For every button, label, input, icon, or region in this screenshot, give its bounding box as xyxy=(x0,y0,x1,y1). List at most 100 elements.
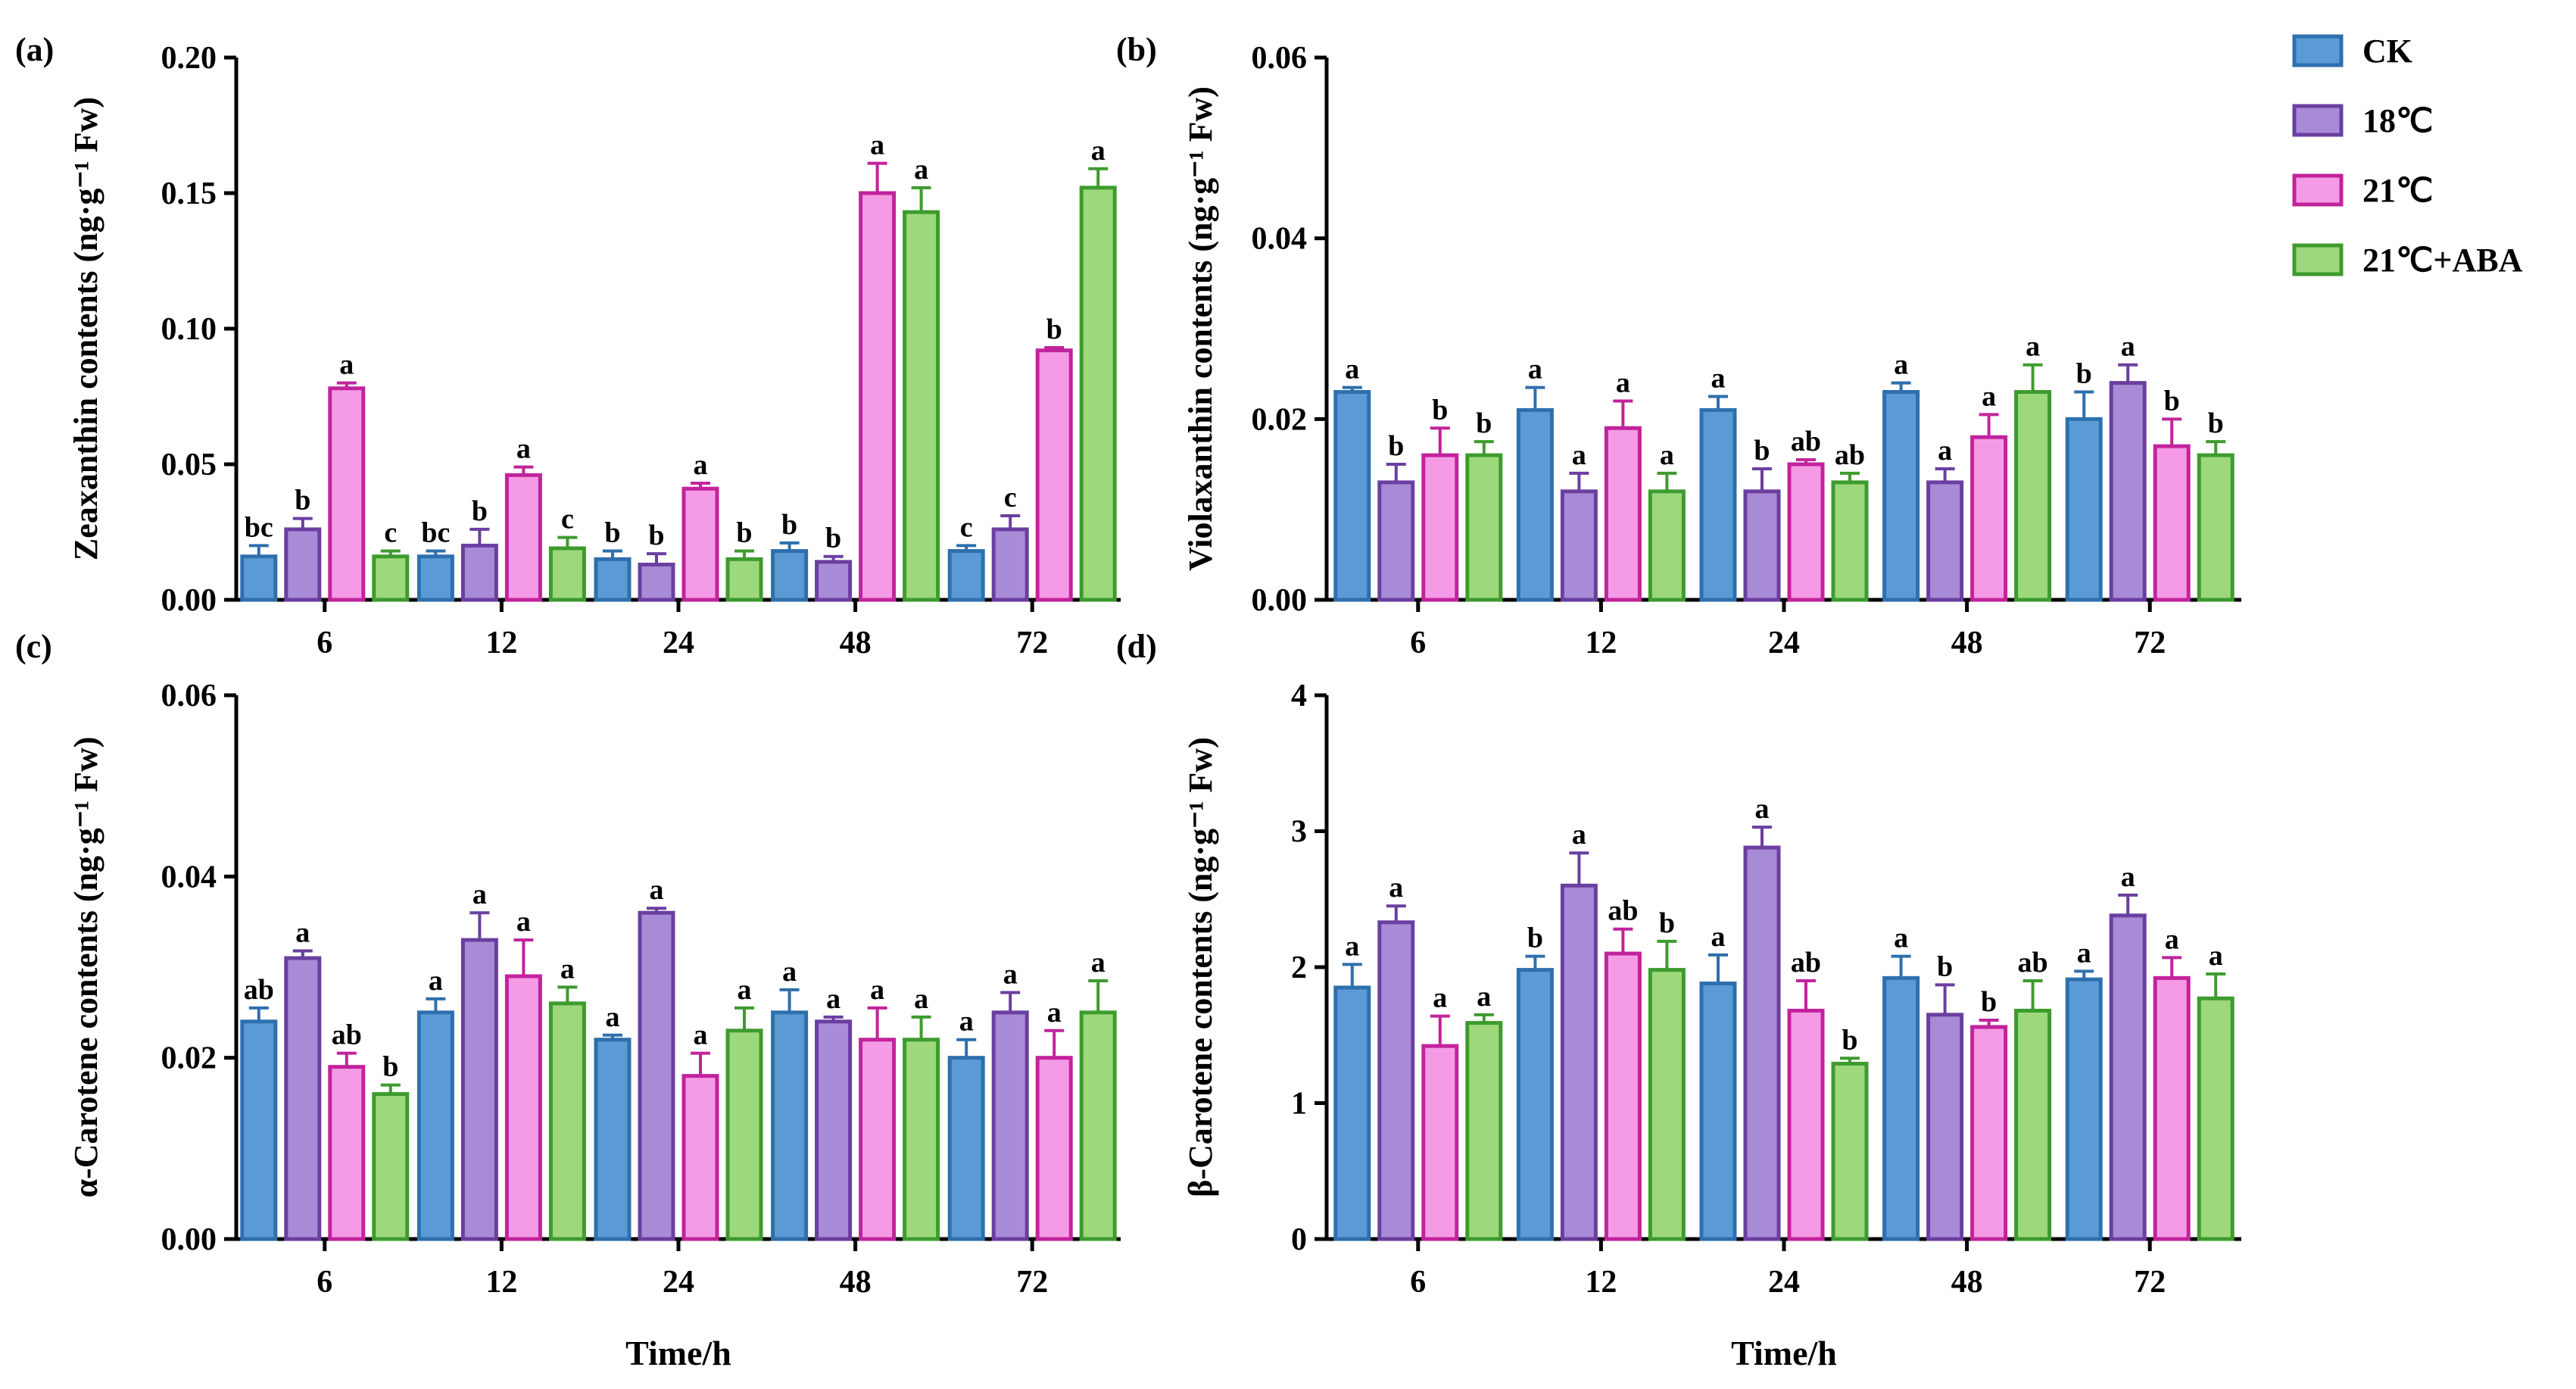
bar-21℃+ABA xyxy=(1465,453,1503,602)
bar-18℃ xyxy=(2109,381,2147,602)
y-axis-label: Zeaxanthin contents (ng·g⁻¹ Fw) xyxy=(67,97,104,560)
legend-item: 21℃+ABA xyxy=(2292,242,2523,279)
significance-letter: a xyxy=(826,983,840,1015)
bar-18℃ xyxy=(2109,913,2147,1241)
bar-21℃+ABA xyxy=(1465,1021,1503,1241)
significance-letter: a xyxy=(429,965,443,997)
x-tick-label: 6 xyxy=(317,626,332,660)
bar-21℃ xyxy=(1970,1025,2008,1241)
bar-CK xyxy=(1333,985,1371,1241)
bar-21℃ xyxy=(859,191,897,602)
x-tick-label: 24 xyxy=(663,1265,694,1300)
bar-21℃ xyxy=(1035,348,1073,602)
bar-21℃+ABA xyxy=(372,1092,410,1241)
panel-label: (b) xyxy=(1116,31,1157,68)
bar-21℃ xyxy=(1970,435,2008,602)
x-tick-label: 6 xyxy=(317,1265,332,1300)
significance-letter: b xyxy=(1476,407,1492,439)
chart-panel-a: (a) 0.00 0.05 0.10 0.15 0.20 Zeaxanthin conten… xyxy=(15,31,1121,660)
bar-18℃ xyxy=(1560,489,1598,602)
bar-21℃ xyxy=(859,1038,897,1241)
y-axis-label: α-Carotene contents (ng·g⁻¹ Fw) xyxy=(67,737,104,1198)
bar-CK xyxy=(594,557,632,602)
significance-letter: a xyxy=(1894,922,1908,954)
bar-21℃+ABA xyxy=(2197,996,2235,1241)
bar-CK xyxy=(1333,390,1371,602)
significance-letter: a xyxy=(2165,923,2179,955)
legend-item: 18℃ xyxy=(2292,102,2433,139)
bar-CK xyxy=(1699,982,1737,1241)
bar-18℃ xyxy=(1377,480,1415,602)
bar-21℃ xyxy=(1787,1008,1825,1241)
x-tick-label: 6 xyxy=(1410,626,1426,660)
significance-letter: a xyxy=(1091,947,1106,979)
significance-letter: ab xyxy=(1791,947,1821,979)
legend-swatch xyxy=(2292,104,2344,137)
y-tick-label: 4 xyxy=(1291,679,1307,713)
bar-21℃+ABA xyxy=(372,554,410,602)
bar-18℃ xyxy=(991,527,1029,602)
legend-label: 21℃ xyxy=(2362,172,2433,209)
significance-letter: a xyxy=(1616,367,1630,398)
bar-CK xyxy=(594,1038,632,1241)
significance-letter: a xyxy=(339,349,354,381)
significance-letter: a xyxy=(2121,861,2135,893)
significance-letter: a xyxy=(870,974,884,1006)
x-axis-label: Time/h xyxy=(625,1334,731,1372)
y-tick-label: 0.00 xyxy=(161,583,217,618)
bar-21℃+ABA xyxy=(1648,968,1686,1241)
bar-18℃ xyxy=(460,938,498,1241)
bar-18℃ xyxy=(638,910,675,1241)
significance-letter: a xyxy=(914,983,928,1015)
x-tick-label: 48 xyxy=(840,1265,872,1300)
y-tick-label: 0.04 xyxy=(1252,222,1308,257)
bar-21℃ xyxy=(1035,1056,1073,1241)
bar-CK xyxy=(771,1010,809,1241)
significance-letter: ab xyxy=(1791,426,1821,457)
bar-CK xyxy=(1699,407,1737,602)
y-tick-label: 0.06 xyxy=(1252,41,1308,76)
y-axis-label: β-Carotene contents (ng·g⁻¹ Fw) xyxy=(1182,737,1219,1197)
bar-21℃ xyxy=(2153,444,2191,602)
bar-21℃ xyxy=(1421,1044,1459,1241)
bar-21℃+ABA xyxy=(548,1001,586,1241)
legend-item: CK xyxy=(2292,33,2412,70)
bar-21℃ xyxy=(1604,426,1642,602)
significance-letter: a xyxy=(1477,981,1491,1013)
significance-letter: a xyxy=(1433,982,1447,1014)
x-tick-label: 12 xyxy=(485,626,517,660)
bar-CK xyxy=(2065,977,2103,1241)
x-tick-label: 48 xyxy=(840,626,872,660)
significance-letter: a xyxy=(782,956,797,988)
significance-letter: b xyxy=(1527,922,1543,954)
significance-letter: a xyxy=(959,1006,974,1038)
bar-21℃+ABA xyxy=(1831,1061,1869,1241)
bar-CK xyxy=(2065,417,2103,602)
bar-CK xyxy=(771,549,809,602)
significance-letter: b xyxy=(2164,385,2180,417)
bar-CK xyxy=(947,549,985,602)
bar-18℃ xyxy=(1560,883,1598,1241)
x-tick-label: 12 xyxy=(485,1265,517,1300)
bar-18℃ xyxy=(284,956,322,1241)
bar-21℃+ABA xyxy=(903,1038,940,1241)
significance-letter: a xyxy=(1528,354,1542,385)
significance-letter: b xyxy=(1937,950,1953,982)
chart-panel-c: (c) 0.00 0.02 0.04 0.06 α-Carotene contents (… xyxy=(15,628,1121,1372)
significance-letter: b xyxy=(2208,407,2224,439)
x-tick-label: 24 xyxy=(663,626,694,660)
bar-18℃ xyxy=(1743,489,1781,602)
bar-CK xyxy=(240,554,278,602)
x-tick-label: 24 xyxy=(1768,626,1800,660)
significance-letter: a xyxy=(914,154,928,186)
legend-swatch xyxy=(2292,34,2344,67)
legend-swatch xyxy=(2292,173,2344,207)
bar-18℃ xyxy=(1743,845,1781,1241)
bar-18℃ xyxy=(284,527,322,602)
significance-letter: a xyxy=(516,433,531,465)
bar-21℃+ABA xyxy=(1079,186,1117,602)
significance-letter: ab xyxy=(1608,895,1638,927)
significance-letter: a xyxy=(606,1001,620,1033)
